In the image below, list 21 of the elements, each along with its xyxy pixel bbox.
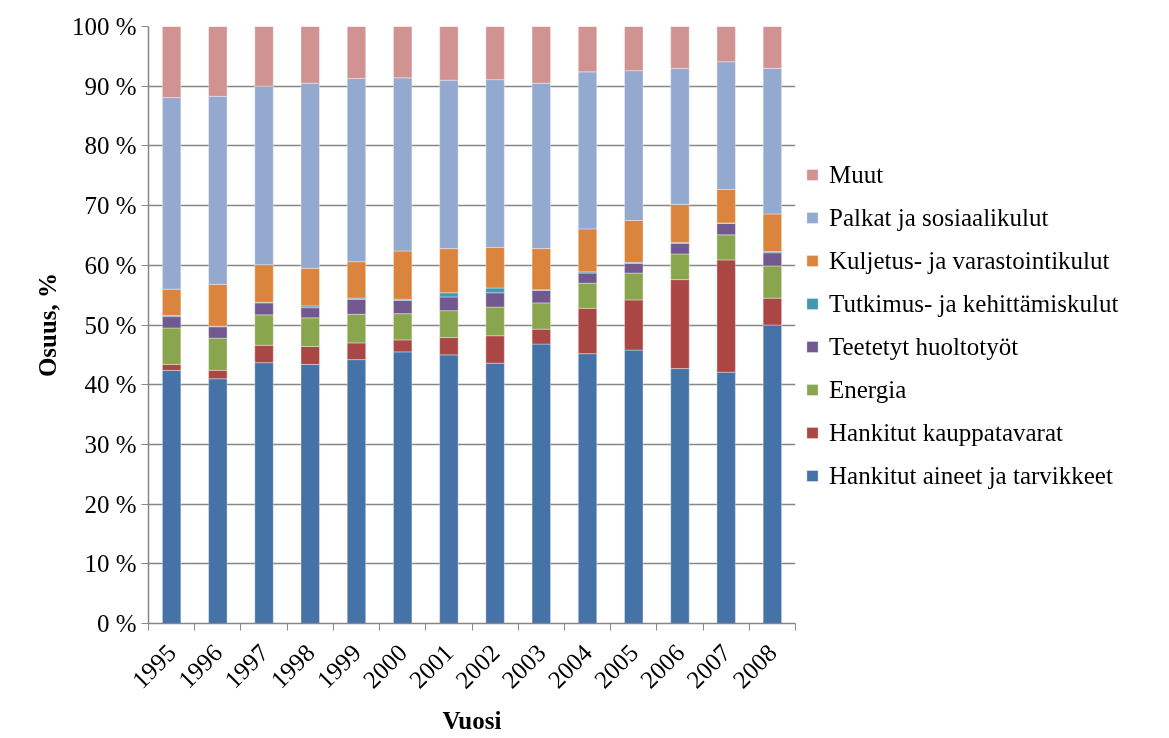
legend-label: Muut <box>829 160 884 188</box>
legend-label: Energia <box>829 375 907 403</box>
legend-label: Hankitut kauppatavarat <box>829 418 1063 446</box>
y-axis-title: Osuus, % <box>33 272 61 378</box>
y-tick-label: 70 % <box>84 192 137 220</box>
y-tick-label: 40 % <box>84 371 137 399</box>
y-tick-label: 100 % <box>71 13 137 40</box>
x-axis-title: Vuosi <box>442 706 502 734</box>
y-tick-label: 10 % <box>84 550 137 578</box>
legend-label: Teetetyt huoltotyöt <box>829 332 1019 360</box>
y-tick-label: 20 % <box>84 490 137 518</box>
y-tick-label: 50 % <box>84 311 137 339</box>
y-tick-label: 0 % <box>96 610 137 637</box>
legend-label: Palkat ja sosiaalikulut <box>829 203 1049 231</box>
legend-label: Tutkimus- ja kehittämiskulut <box>829 289 1119 317</box>
y-tick-label: 90 % <box>84 72 137 100</box>
y-tick-label: 80 % <box>84 132 137 160</box>
y-tick-label: 60 % <box>84 251 137 279</box>
y-tick-label: 30 % <box>84 430 137 458</box>
legend-label: Hankitut aineet ja tarvikkeet <box>829 461 1113 489</box>
legend-label: Kuljetus- ja varastointikulut <box>829 246 1110 274</box>
